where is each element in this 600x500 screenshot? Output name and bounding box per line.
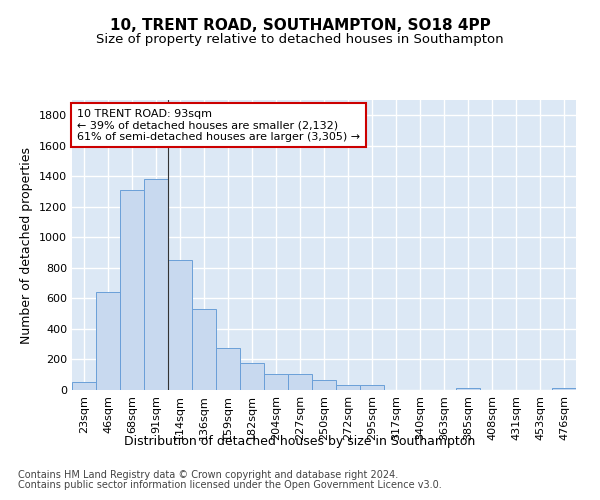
Bar bbox=[360, 384, 384, 390]
Text: Contains public sector information licensed under the Open Government Licence v3: Contains public sector information licen… bbox=[18, 480, 442, 490]
Bar bbox=[240, 362, 264, 390]
Text: Contains HM Land Registry data © Crown copyright and database right 2024.: Contains HM Land Registry data © Crown c… bbox=[18, 470, 398, 480]
Bar bbox=[288, 374, 312, 390]
Bar bbox=[144, 180, 168, 390]
Text: 10 TRENT ROAD: 93sqm
← 39% of detached houses are smaller (2,132)
61% of semi-de: 10 TRENT ROAD: 93sqm ← 39% of detached h… bbox=[77, 108, 360, 142]
Bar bbox=[120, 190, 144, 390]
Text: Size of property relative to detached houses in Southampton: Size of property relative to detached ho… bbox=[96, 32, 504, 46]
Bar bbox=[336, 384, 360, 390]
Bar bbox=[72, 382, 96, 390]
Bar bbox=[456, 388, 480, 390]
Bar bbox=[552, 388, 576, 390]
Y-axis label: Number of detached properties: Number of detached properties bbox=[20, 146, 34, 344]
Bar bbox=[168, 260, 192, 390]
Bar bbox=[312, 380, 336, 390]
Bar bbox=[96, 292, 120, 390]
Text: 10, TRENT ROAD, SOUTHAMPTON, SO18 4PP: 10, TRENT ROAD, SOUTHAMPTON, SO18 4PP bbox=[110, 18, 490, 32]
Bar bbox=[264, 374, 288, 390]
Bar bbox=[192, 309, 216, 390]
Text: Distribution of detached houses by size in Southampton: Distribution of detached houses by size … bbox=[124, 435, 476, 448]
Bar bbox=[216, 348, 240, 390]
